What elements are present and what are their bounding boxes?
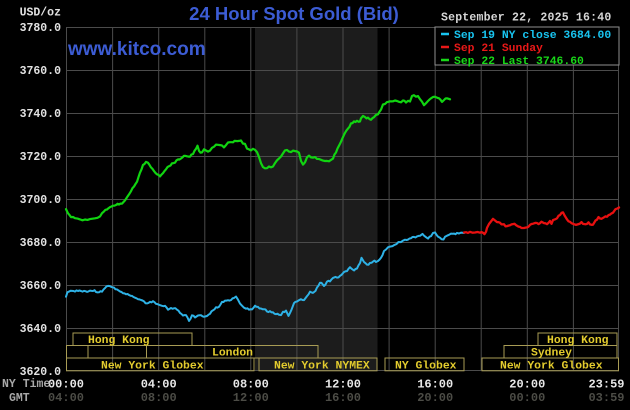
svg-text:3680.0: 3680.0 [20, 237, 62, 250]
svg-text:3720.0: 3720.0 [20, 151, 62, 164]
svg-text:23:59: 23:59 [588, 378, 624, 392]
svg-text:00:00: 00:00 [509, 391, 545, 405]
svg-text:3620.0: 3620.0 [20, 366, 62, 379]
svg-text:3640.0: 3640.0 [20, 323, 62, 336]
svg-text:04:00: 04:00 [48, 391, 84, 405]
svg-text:08:00: 08:00 [141, 391, 177, 405]
svg-text:Sep 21 Sunday: Sep 21 Sunday [454, 43, 543, 55]
svg-text:04:00: 04:00 [141, 378, 177, 392]
svg-text:00:00: 00:00 [48, 378, 84, 392]
svg-text:Sep 22 Last 3746.60: Sep 22 Last 3746.60 [454, 56, 584, 68]
svg-text:New York NYMEX: New York NYMEX [274, 360, 370, 372]
svg-text:New York Globex: New York Globex [101, 360, 204, 372]
svg-text:GMT: GMT [9, 392, 30, 405]
svg-text:16:00: 16:00 [417, 378, 453, 392]
svg-text:USD/oz: USD/oz [20, 7, 62, 20]
svg-text:03:59: 03:59 [588, 391, 624, 405]
svg-text:www.kitco.com: www.kitco.com [67, 39, 206, 60]
svg-text:16:00: 16:00 [325, 391, 361, 405]
svg-text:12:00: 12:00 [233, 391, 269, 405]
svg-text:3780.0: 3780.0 [20, 22, 62, 35]
svg-text:3700.0: 3700.0 [20, 194, 62, 207]
svg-text:London: London [212, 348, 253, 360]
svg-text:3660.0: 3660.0 [20, 280, 62, 293]
svg-text:08:00: 08:00 [233, 378, 269, 392]
svg-text:Hong Kong: Hong Kong [547, 335, 609, 347]
svg-text:NY Time: NY Time [2, 378, 50, 391]
svg-text:20:00: 20:00 [417, 391, 453, 405]
svg-text:3760.0: 3760.0 [20, 65, 62, 78]
svg-text:September 22, 2025 16:40: September 22, 2025 16:40 [441, 12, 611, 25]
svg-text:Hong Kong: Hong Kong [88, 335, 150, 347]
svg-text:Sydney: Sydney [531, 348, 572, 360]
svg-text:20:00: 20:00 [509, 378, 545, 392]
svg-text:12:00: 12:00 [325, 378, 361, 392]
svg-text:New York Globex: New York Globex [500, 360, 603, 372]
svg-text:3740.0: 3740.0 [20, 108, 62, 121]
svg-text:24 Hour Spot Gold (Bid): 24 Hour Spot Gold (Bid) [189, 3, 399, 24]
svg-text:NY Globex: NY Globex [395, 360, 457, 372]
svg-text:Sep 19 NY close 3684.00: Sep 19 NY close 3684.00 [454, 30, 611, 42]
